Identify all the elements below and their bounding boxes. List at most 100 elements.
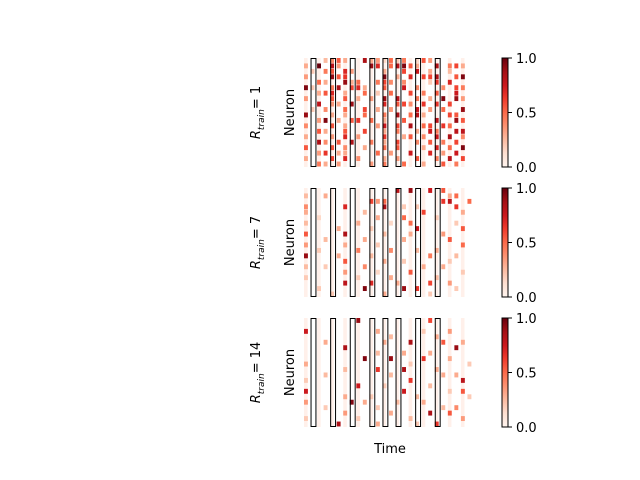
heatmap-cell: [389, 410, 393, 416]
heatmap-cell: [467, 394, 472, 400]
heatmap-cell: [454, 117, 459, 123]
heatmap-cell: [415, 96, 420, 102]
heatmap-cell: [402, 215, 406, 221]
highlight-box: [415, 188, 422, 297]
heatmap-stripe: [317, 318, 321, 427]
heatmap-cell: [304, 193, 308, 199]
heatmap-cell: [415, 107, 420, 112]
heatmap-cell: [389, 356, 393, 362]
heatmap-cell: [395, 101, 400, 107]
heatmap-cell: [402, 101, 406, 107]
heatmap-cell: [382, 204, 387, 210]
heatmap-cell: [441, 264, 446, 270]
heatmap-cell: [447, 112, 452, 118]
heatmap-cell: [408, 150, 413, 156]
heatmap-cell: [421, 399, 426, 405]
heatmap-cell: [408, 101, 413, 107]
heatmap-cell: [454, 74, 459, 80]
heatmap-cell: [460, 209, 465, 215]
heatmap-cell: [434, 334, 439, 340]
heatmap-cell: [304, 74, 308, 80]
heatmap-cell: [428, 96, 433, 102]
heatmap-cell: [408, 63, 413, 69]
heatmap-cell: [402, 237, 406, 242]
heatmap-cell: [369, 139, 374, 145]
heatmap-cell: [343, 231, 348, 237]
heatmap-cell: [408, 123, 413, 129]
heatmap-cell: [304, 399, 308, 405]
heatmap-cell: [304, 361, 308, 367]
heatmap-cell: [330, 74, 335, 80]
heatmap-cell: [349, 101, 354, 107]
heatmap-cell: [428, 68, 433, 74]
heatmap-cell: [434, 128, 439, 134]
heatmap-cell: [415, 156, 420, 162]
heatmap-stripe: [382, 318, 387, 427]
highlight-box: [369, 58, 376, 167]
heatmap-cell: [389, 372, 393, 378]
heatmap-cell: [382, 117, 387, 123]
heatmap-cell: [382, 58, 387, 63]
colorbar-tick-label: 0.5: [516, 367, 537, 382]
heatmap-cell: [382, 74, 387, 80]
heatmap-cell: [382, 79, 387, 85]
heatmap-cell: [421, 145, 426, 151]
heatmap-cell: [428, 123, 433, 129]
heatmap-cell: [408, 74, 413, 80]
heatmap-cell: [415, 247, 420, 253]
row-label: Rtrain= 14: [249, 342, 267, 404]
heatmap-cell: [382, 134, 387, 140]
heatmap-cell: [343, 79, 348, 85]
heatmap-cell: [330, 90, 335, 96]
heatmap-cell: [369, 226, 374, 232]
heatmap-cell: [343, 367, 348, 372]
heatmap-cell: [454, 150, 459, 156]
heatmap-cell: [330, 101, 335, 107]
heatmap-cell: [434, 247, 439, 253]
heatmap-cell: [310, 107, 315, 112]
heatmap-cell: [389, 79, 393, 85]
colorbar-tick-label: 1.0: [516, 52, 537, 67]
heatmap-cell: [336, 139, 341, 145]
heatmap-cell: [421, 90, 426, 96]
heatmap-cell: [402, 68, 406, 74]
heatmap-cell: [428, 280, 433, 286]
heatmap-cell: [447, 145, 452, 151]
heatmap-stripe: [460, 58, 465, 167]
heatmap-cell: [454, 139, 459, 145]
heatmap-cell: [362, 399, 367, 405]
heatmap-cell: [395, 63, 400, 69]
heatmap-cell: [428, 410, 433, 416]
heatmap-cell: [356, 156, 361, 162]
heatmap-cell: [343, 134, 348, 140]
heatmap-cell: [323, 68, 328, 74]
heatmap-cell: [330, 156, 335, 162]
heatmap-cell: [447, 134, 452, 140]
heatmap-cell: [349, 85, 354, 91]
heatmap-cell: [343, 204, 348, 210]
heatmap-cell: [408, 90, 413, 96]
heatmap-cell: [343, 394, 348, 400]
heatmap-stripe: [330, 188, 334, 297]
heatmap-cell: [317, 117, 321, 123]
heatmap-cell: [447, 79, 452, 85]
heatmap-cell: [382, 101, 387, 107]
heatmap-cell: [343, 68, 348, 74]
heatmap-cell: [343, 96, 348, 102]
heatmap-cell: [415, 139, 420, 145]
heatmap-cell: [304, 416, 308, 422]
heatmap-cell: [441, 161, 446, 167]
heatmap-cell: [382, 139, 387, 145]
heatmap-cell: [382, 383, 387, 389]
heatmap-stripe: [356, 318, 360, 427]
heatmap-cell: [375, 350, 380, 356]
heatmap-stripe: [369, 318, 373, 427]
heatmap-cell: [421, 161, 426, 167]
heatmap-stripe: [369, 58, 373, 167]
heatmap-cell: [356, 96, 361, 102]
heatmap-cell: [454, 128, 459, 134]
heatmap-cell: [336, 101, 341, 107]
heatmap-cell: [454, 112, 459, 118]
heatmap-cell: [402, 85, 406, 91]
